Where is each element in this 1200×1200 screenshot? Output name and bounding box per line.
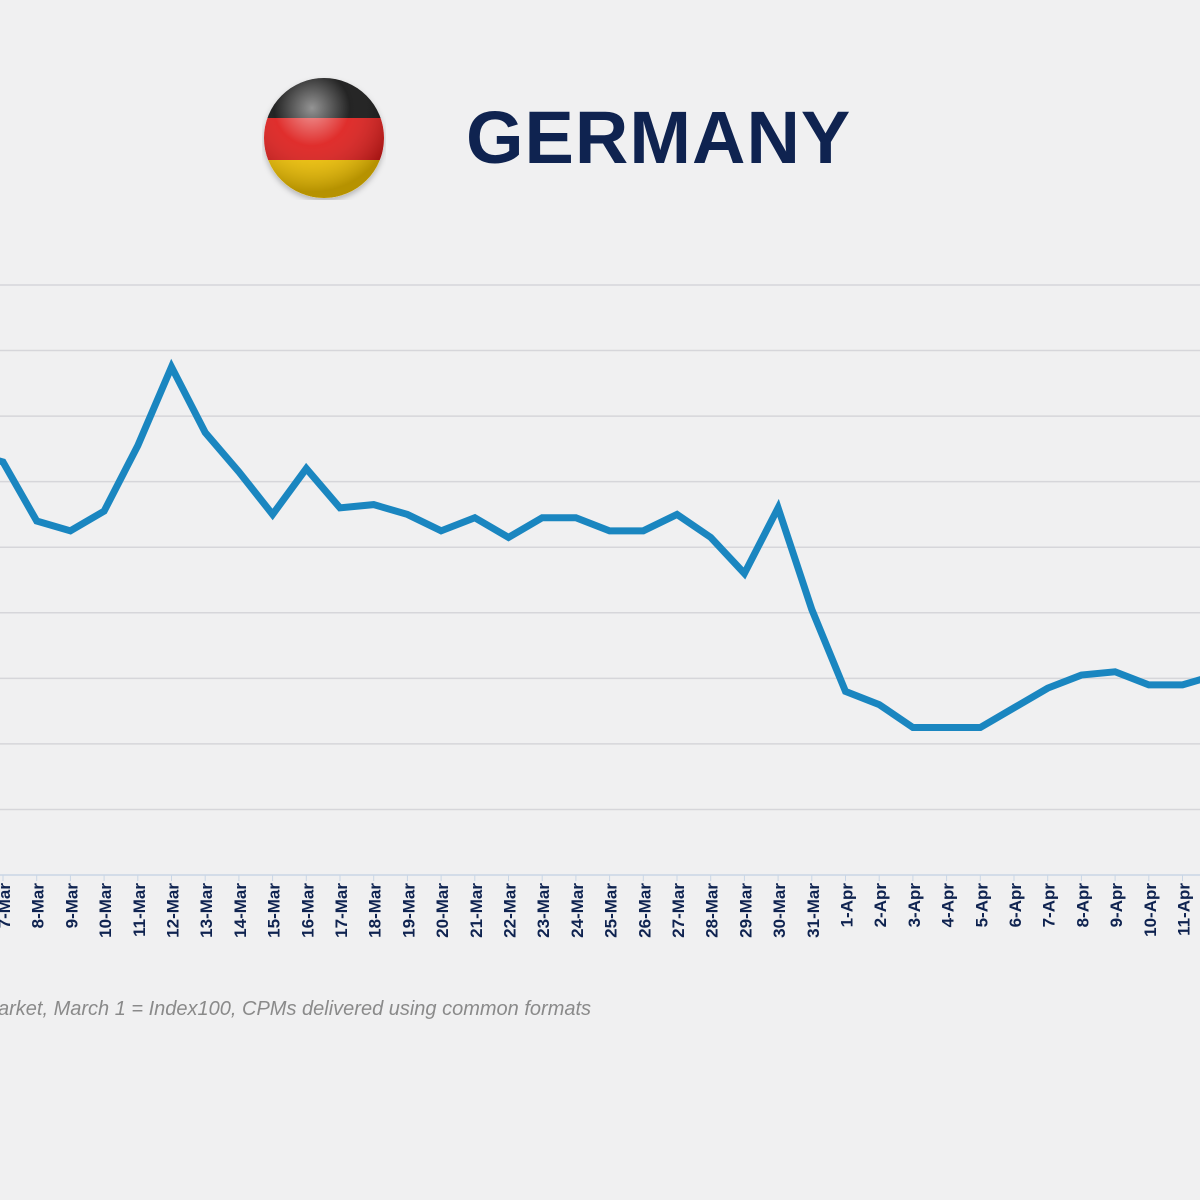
data-point [1078,672,1085,679]
data-point [505,534,512,541]
x-tick-label: 10-Mar [96,883,115,938]
x-tick-label: 7-Mar [0,883,14,929]
data-point [67,527,74,534]
x-tick-label: 18-Mar [366,883,385,938]
x-tick-label: 22-Mar [501,883,520,938]
x-tick-label: 7-Apr [1040,883,1059,928]
data-point [33,518,40,525]
x-tick-label: 27-Mar [669,883,688,938]
x-tick-label: 12-Mar [164,883,183,938]
x-tick-label: 17-Mar [332,883,351,938]
x-tick-label: 2-Apr [871,883,890,928]
data-point [640,527,647,534]
data-point [909,724,916,731]
data-point [471,514,478,521]
x-tick-label: 28-Mar [703,883,722,938]
x-tick-label: 26-Mar [635,883,654,938]
data-point [741,570,748,577]
x-tick-label: 9-Mar [62,883,81,929]
x-tick-label: 25-Mar [602,883,621,938]
x-tick-label: 20-Mar [433,883,452,938]
x-tick-label: 15-Mar [265,883,284,938]
data-point [168,363,175,370]
data-point [775,504,782,511]
data-point [606,527,613,534]
data-point [842,688,849,695]
data-point [202,429,209,436]
x-tick-label: 30-Mar [770,883,789,938]
x-tick-label: 16-Mar [298,883,317,938]
x-tick-label: 10-Apr [1141,883,1160,937]
x-tick-label: 21-Mar [467,883,486,938]
data-point [269,511,276,518]
x-tick-label: 11-Mar [130,883,149,937]
data-point [572,514,579,521]
data-point [1011,704,1018,711]
chart-header: GERMANY [0,60,1200,220]
x-tick-label: 8-Mar [29,883,48,929]
data-point [438,527,445,534]
data-point [134,442,141,449]
x-tick-label: 14-Mar [231,883,250,938]
x-tick-label: 8-Apr [1073,883,1092,928]
x-tick-label: 19-Mar [399,883,418,938]
x-tick-label: 5-Apr [972,883,991,928]
data-point [101,508,108,515]
data-point [337,504,344,511]
x-tick-label: 23-Mar [534,883,553,938]
data-point [977,724,984,731]
x-tick-label: 11-Apr [1175,883,1194,936]
x-tick-label: 13-Mar [197,883,216,938]
x-tick-label: 4-Apr [939,883,958,928]
data-point [539,514,546,521]
page-title: GERMANY [466,96,852,179]
flag-badge [264,78,384,198]
data-point [808,606,815,613]
data-point [1044,685,1051,692]
data-point [1112,668,1119,675]
data-point [1145,681,1152,688]
data-point [1179,681,1186,688]
data-point [235,468,242,475]
germany-flag-icon [262,76,386,200]
data-point [303,465,310,472]
data-point [404,511,411,518]
x-tick-label: 24-Mar [568,883,587,938]
data-point [707,534,714,541]
data-point [943,724,950,731]
x-tick-label: 3-Apr [905,883,924,928]
data-point [674,511,681,518]
x-tick-label: 29-Mar [736,883,755,938]
x-tick-label: 1-Apr [838,883,857,928]
data-point [370,501,377,508]
data-point [876,701,883,708]
x-tick-label: 9-Apr [1107,883,1126,928]
series-line [0,358,1200,731]
chart-footnote: arket, March 1 = Index100, CPMs delivere… [0,998,592,1020]
x-tick-label: 6-Apr [1006,883,1025,928]
x-tick-label: 31-Mar [804,883,823,938]
